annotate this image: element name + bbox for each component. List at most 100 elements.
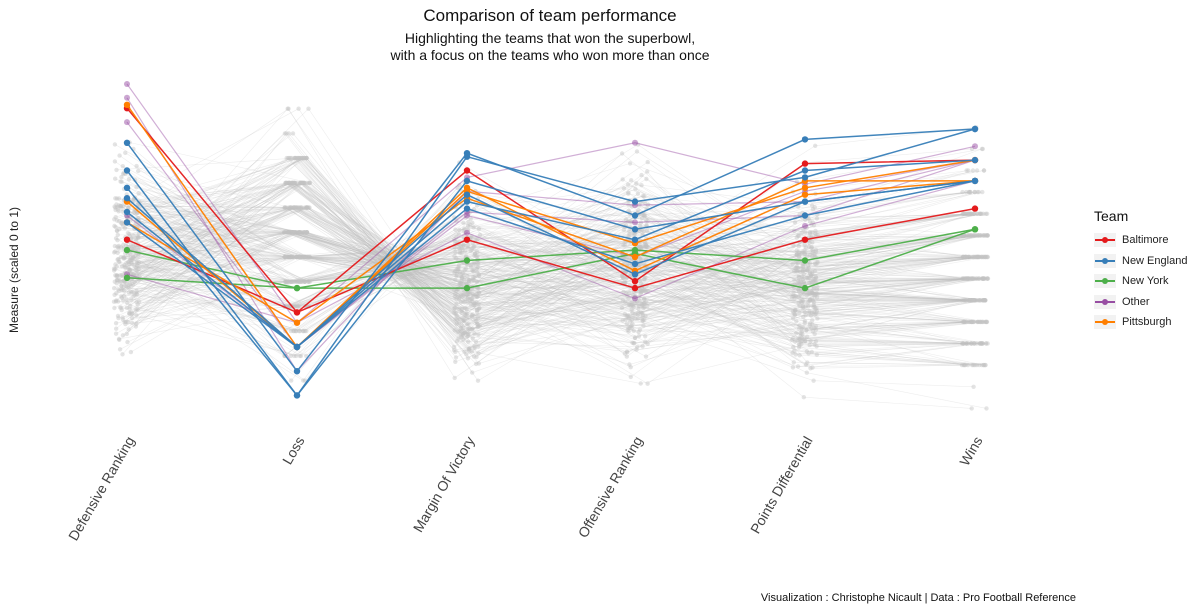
- background-team-point: [297, 279, 303, 284]
- x-tick-label: Margin Of Victory: [410, 434, 478, 535]
- background-team-point: [969, 298, 974, 303]
- background-team-point: [811, 302, 816, 308]
- background-team-point: [292, 180, 297, 186]
- background-team-point: [459, 322, 464, 328]
- background-team-point: [621, 275, 626, 281]
- background-team-line: [121, 182, 973, 334]
- background-team-point: [968, 211, 973, 216]
- background-team-point: [472, 261, 477, 267]
- background-team-point: [797, 281, 803, 287]
- background-team-line: [130, 182, 983, 313]
- background-team-point: [621, 289, 626, 295]
- background-team-point: [474, 354, 479, 360]
- background-team-point: [977, 211, 983, 216]
- background-team-line: [139, 231, 970, 345]
- background-team-point: [964, 211, 969, 216]
- background-team-point: [113, 321, 119, 326]
- background-team-point: [289, 378, 294, 383]
- background-team-point: [982, 298, 987, 303]
- background-team-point: [974, 211, 980, 216]
- background-team-line: [121, 207, 983, 328]
- background-team-point: [975, 189, 980, 195]
- series-point: [801, 191, 809, 198]
- background-team-point: [794, 251, 800, 256]
- background-team-point: [282, 230, 287, 235]
- background-team-point: [640, 315, 645, 320]
- background-team-point: [476, 315, 481, 320]
- background-team-point: [814, 291, 819, 296]
- series-point: [463, 205, 471, 212]
- background-team-point: [113, 205, 118, 210]
- background-team-point: [808, 279, 813, 284]
- background-team-point: [127, 311, 133, 316]
- background-team-point: [980, 189, 985, 195]
- background-team-point: [113, 207, 118, 213]
- series-point: [801, 167, 809, 174]
- background-team-point: [960, 319, 965, 325]
- background-team-point: [790, 350, 795, 356]
- background-team-point: [796, 254, 801, 259]
- background-team-point: [794, 268, 800, 274]
- background-team-point: [644, 222, 649, 228]
- background-team-point: [807, 230, 813, 235]
- background-team-line: [115, 170, 967, 307]
- series-point: [801, 284, 809, 292]
- background-team-point: [468, 277, 473, 283]
- background-team-point: [295, 155, 300, 161]
- background-team-line: [115, 170, 974, 357]
- background-team-point: [288, 155, 293, 161]
- background-team-point: [467, 326, 473, 331]
- background-team-point: [134, 288, 139, 294]
- background-team-point: [810, 322, 815, 327]
- background-team-point: [455, 185, 460, 191]
- background-team-line: [124, 256, 966, 295]
- x-tick-label: Points Differential: [747, 434, 816, 537]
- background-team-line: [123, 205, 979, 292]
- background-team-point: [456, 266, 461, 272]
- background-team-line: [120, 231, 964, 279]
- background-team-point: [802, 309, 807, 315]
- background-team-point: [805, 268, 810, 273]
- background-team-point: [129, 278, 134, 283]
- background-team-point: [296, 254, 302, 260]
- background-team-point: [125, 253, 131, 258]
- background-team-point: [466, 290, 471, 295]
- background-team-line: [138, 182, 966, 315]
- background-team-point: [285, 106, 290, 111]
- background-team-line: [130, 220, 984, 353]
- background-team-point: [966, 211, 971, 216]
- background-team-point: [796, 287, 801, 292]
- background-team-line: [123, 144, 969, 264]
- background-team-point: [290, 254, 296, 260]
- background-team-line: [134, 182, 981, 316]
- legend-key: [1094, 294, 1116, 309]
- background-team-point: [297, 279, 302, 284]
- background-team-line: [130, 127, 977, 382]
- background-team-line: [136, 186, 984, 321]
- background-team-point: [969, 319, 975, 325]
- background-team-line: [115, 108, 974, 388]
- background-team-point: [294, 254, 299, 260]
- background-team-point: [285, 279, 290, 284]
- background-team-point: [461, 331, 466, 336]
- background-team-point: [126, 205, 131, 210]
- background-team-line: [133, 267, 988, 297]
- background-team-point: [296, 279, 302, 284]
- background-team-point: [980, 341, 985, 346]
- legend-title: Team: [1094, 208, 1129, 224]
- background-team-point: [476, 351, 481, 356]
- background-team-point: [980, 146, 985, 152]
- background-team-point: [971, 298, 976, 303]
- background-team-point: [810, 248, 815, 253]
- background-team-point: [966, 254, 972, 260]
- background-team-point: [802, 251, 807, 256]
- background-team-point: [289, 279, 294, 284]
- background-team-line: [125, 222, 963, 264]
- background-team-point: [642, 317, 647, 323]
- background-team-point: [970, 298, 976, 303]
- background-team-line: [117, 235, 988, 331]
- series-point: [631, 236, 639, 243]
- background-team-point: [628, 219, 633, 225]
- legend-key: [1094, 233, 1116, 248]
- background-team-point: [790, 309, 796, 314]
